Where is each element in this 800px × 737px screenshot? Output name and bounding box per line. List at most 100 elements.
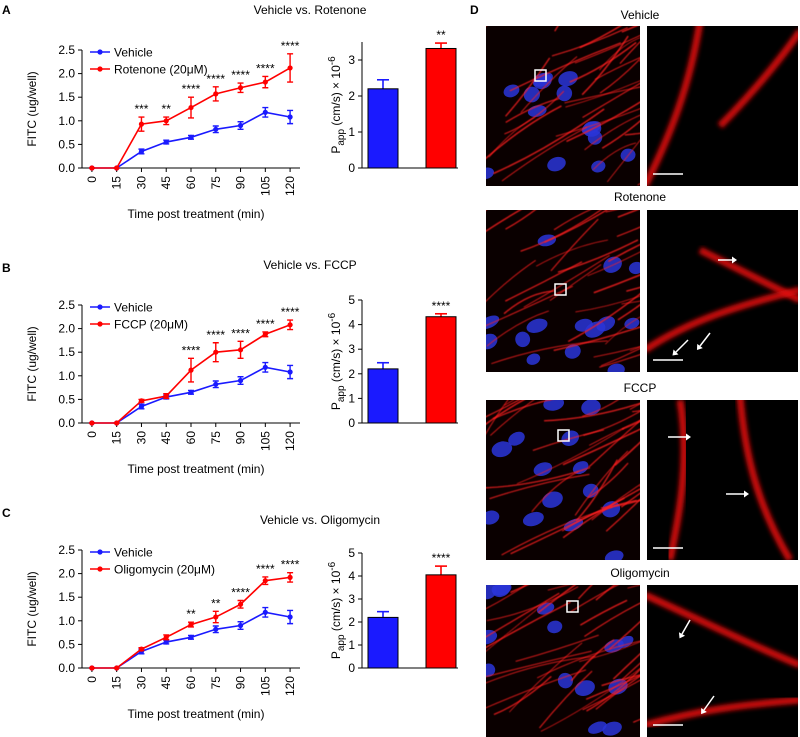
junction bbox=[582, 82, 640, 119]
y-tick-label: 5 bbox=[348, 546, 355, 560]
y-tick-label: 1 bbox=[348, 638, 355, 652]
nucleus bbox=[574, 318, 593, 332]
nucleus bbox=[492, 585, 511, 598]
image-title: Oligomycin bbox=[610, 566, 669, 580]
image-content bbox=[486, 210, 640, 372]
y-tick-label: 0.0 bbox=[58, 661, 75, 675]
junction bbox=[569, 41, 637, 83]
y-tick-label: 1.0 bbox=[58, 369, 75, 383]
x-tick-label: 0 bbox=[85, 676, 99, 683]
series-marker bbox=[287, 65, 293, 71]
y-tick-label: 2.0 bbox=[58, 322, 75, 336]
legend-marker bbox=[97, 66, 103, 72]
junction bbox=[567, 293, 640, 343]
image-content bbox=[647, 592, 798, 729]
legend-label: FCCP (20μM) bbox=[114, 318, 188, 332]
image-content bbox=[486, 585, 640, 736]
image-background bbox=[486, 400, 640, 560]
junction bbox=[535, 239, 609, 267]
x-tick-label: 90 bbox=[234, 176, 248, 190]
significance-label: **** bbox=[256, 562, 275, 576]
junction bbox=[508, 642, 583, 713]
image-title: FCCP bbox=[624, 381, 657, 395]
y-axis-label: Papp (cm/s) × 10-6 bbox=[327, 312, 347, 410]
junction bbox=[614, 441, 640, 466]
series-marker bbox=[138, 403, 145, 410]
junction bbox=[570, 585, 619, 613]
nucleus bbox=[533, 462, 553, 477]
junction bbox=[486, 400, 521, 418]
arrow bbox=[699, 332, 711, 347]
junction bbox=[493, 675, 552, 716]
y-tick-label: 2.5 bbox=[58, 298, 75, 312]
junction bbox=[584, 114, 640, 151]
chart: Vehicle vs. Rotenone Time post treatment … bbox=[25, 3, 367, 221]
series-marker bbox=[138, 398, 145, 404]
series-marker bbox=[237, 622, 244, 629]
y-axis-label-part: -6 bbox=[327, 56, 338, 65]
junction bbox=[540, 668, 640, 732]
junction bbox=[504, 261, 583, 302]
junction bbox=[557, 239, 639, 273]
roi-box bbox=[554, 283, 567, 296]
x-axis-label: Time post treatment (min) bbox=[128, 207, 265, 221]
x-tick-label: 105 bbox=[258, 676, 272, 696]
significance-label: **** bbox=[256, 317, 275, 331]
x-axis-label: Time post treatment (min) bbox=[128, 462, 265, 476]
legend-label: Vehicle bbox=[114, 301, 153, 315]
significance-label: **** bbox=[281, 558, 300, 572]
legend-label: Oligomycin (20μM) bbox=[114, 563, 215, 577]
chart: Vehicle vs. FCCP Time post treatment (min… bbox=[25, 258, 357, 476]
y-tick-label: 0.5 bbox=[58, 137, 75, 151]
image-background bbox=[647, 210, 798, 372]
nucleus bbox=[602, 721, 622, 736]
junction bbox=[486, 259, 536, 302]
legend-marker bbox=[97, 304, 103, 310]
junction bbox=[600, 348, 640, 367]
legend-label: Vehicle bbox=[114, 46, 153, 60]
junction bbox=[486, 601, 571, 649]
junction bbox=[489, 473, 590, 500]
y-tick-label: 1.5 bbox=[58, 345, 75, 359]
series-marker bbox=[262, 109, 268, 115]
junction bbox=[621, 300, 640, 305]
arrow-head bbox=[686, 433, 691, 441]
series-marker bbox=[262, 364, 268, 370]
nucleus bbox=[542, 491, 563, 508]
series-marker bbox=[262, 331, 268, 337]
y-tick-label: 0.0 bbox=[58, 161, 75, 175]
junction bbox=[629, 403, 640, 410]
y-axis-label-part: -6 bbox=[327, 312, 338, 321]
series-marker bbox=[188, 621, 194, 628]
junction bbox=[599, 58, 640, 94]
y-tick-label: 2.5 bbox=[58, 43, 75, 57]
arrow-head bbox=[744, 490, 749, 498]
nucleus bbox=[558, 71, 578, 87]
junction bbox=[616, 226, 640, 237]
junction bbox=[588, 419, 640, 446]
junction bbox=[515, 634, 599, 662]
junction-zoom bbox=[647, 26, 703, 186]
nucleus bbox=[572, 461, 589, 475]
junction bbox=[544, 402, 640, 422]
series-marker bbox=[213, 91, 219, 97]
bar bbox=[425, 47, 457, 169]
x-tick-label: 15 bbox=[110, 431, 124, 445]
x-tick-label: 0 bbox=[85, 431, 99, 438]
legend-marker bbox=[97, 321, 103, 327]
junction-zoom bbox=[717, 29, 798, 129]
significance-label: **** bbox=[231, 586, 250, 600]
x-tick-label: 45 bbox=[159, 176, 173, 190]
y-axis-label: Papp (cm/s) × 10-6 bbox=[327, 561, 347, 659]
significance-label: **** bbox=[432, 551, 451, 565]
junction bbox=[486, 105, 562, 160]
junction bbox=[588, 419, 640, 468]
micrograph-zoom bbox=[647, 400, 798, 560]
significance-label: **** bbox=[182, 82, 201, 96]
y-tick-label: 0.0 bbox=[58, 416, 75, 430]
junction bbox=[621, 662, 640, 681]
nucleus bbox=[486, 510, 500, 525]
series-marker bbox=[287, 614, 293, 620]
junction bbox=[606, 139, 640, 183]
